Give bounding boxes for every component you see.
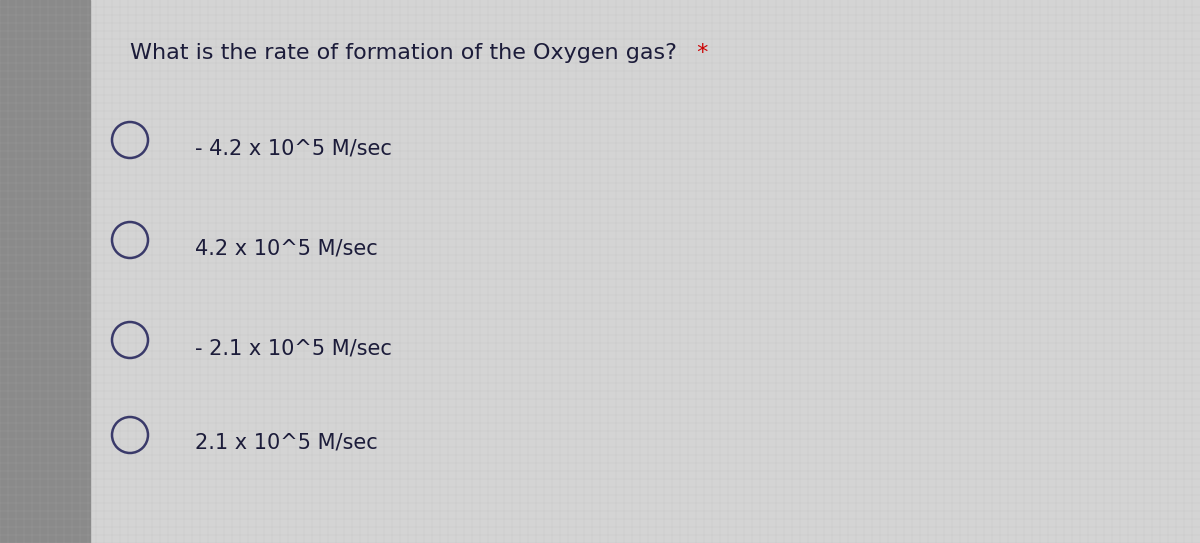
- Text: *: *: [690, 43, 708, 63]
- Bar: [0, 0, 90, 543]
- Text: - 2.1 x 10^5 M/sec: - 2.1 x 10^5 M/sec: [194, 338, 392, 358]
- Text: 2.1 x 10^5 M/sec: 2.1 x 10^5 M/sec: [194, 433, 378, 453]
- Text: - 4.2 x 10^5 M/sec: - 4.2 x 10^5 M/sec: [194, 138, 392, 158]
- Text: 4.2 x 10^5 M/sec: 4.2 x 10^5 M/sec: [194, 238, 378, 258]
- Text: What is the rate of formation of the Oxygen gas?: What is the rate of formation of the Oxy…: [130, 43, 677, 63]
